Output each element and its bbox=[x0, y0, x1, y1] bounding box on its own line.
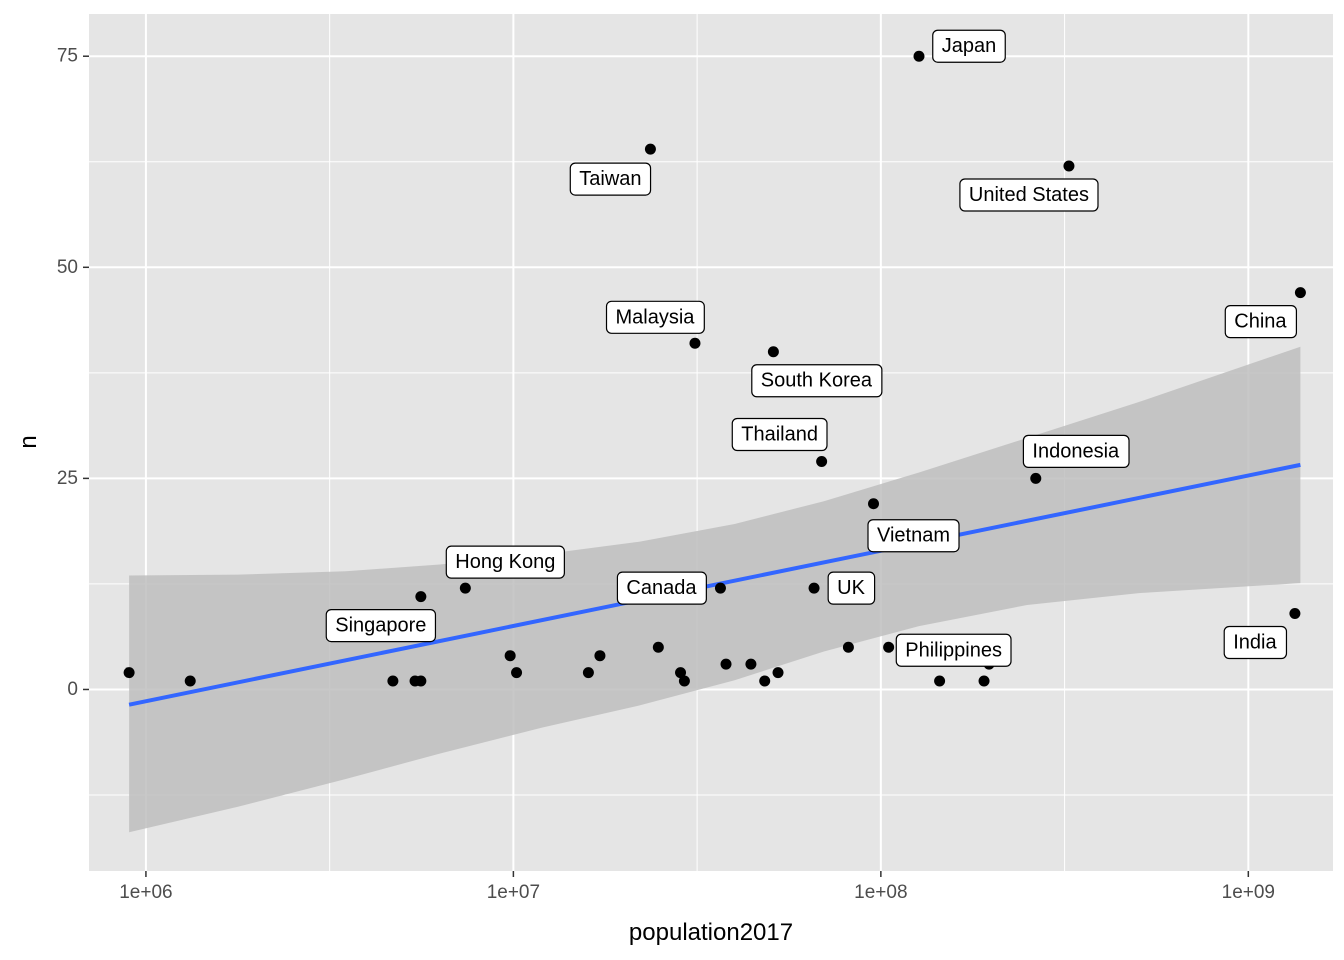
point-label-text: Vietnam bbox=[877, 525, 950, 547]
data-point bbox=[1063, 160, 1075, 172]
x-tick-label: 1e+07 bbox=[487, 882, 540, 903]
point-label-text: Japan bbox=[942, 35, 997, 57]
data-point bbox=[1030, 472, 1042, 484]
data-point bbox=[772, 667, 784, 679]
points-layer bbox=[123, 50, 1306, 687]
point-label-text: United States bbox=[969, 184, 1089, 206]
point-label-text: Taiwan bbox=[579, 168, 641, 190]
confidence-band-layer bbox=[129, 346, 1301, 833]
data-point bbox=[759, 675, 771, 687]
data-point bbox=[816, 455, 828, 467]
point-label-box bbox=[1223, 625, 1288, 660]
point-label-text: Indonesia bbox=[1032, 440, 1120, 462]
point-label-box bbox=[616, 571, 707, 605]
point-label: Hong Kong bbox=[445, 545, 565, 579]
y-axis-title: n bbox=[15, 435, 42, 448]
y-tick-label: 75 bbox=[57, 46, 78, 67]
confidence-band bbox=[129, 346, 1301, 833]
point-label-box bbox=[895, 633, 1012, 667]
data-point bbox=[1294, 287, 1306, 299]
point-label: China bbox=[1224, 305, 1298, 339]
data-point bbox=[123, 667, 135, 679]
point-label: Vietnam bbox=[867, 519, 960, 553]
data-point bbox=[582, 667, 594, 679]
point-label: UK bbox=[827, 571, 876, 605]
point-label-text: UK bbox=[837, 577, 865, 599]
data-point bbox=[652, 641, 664, 653]
data-point bbox=[978, 675, 990, 687]
point-label-text: India bbox=[1233, 631, 1277, 653]
data-point bbox=[511, 667, 523, 679]
point-label-box bbox=[959, 178, 1099, 212]
data-point bbox=[714, 582, 726, 594]
point-label-box bbox=[731, 417, 828, 452]
data-point bbox=[415, 675, 427, 687]
point-label-text: Thailand bbox=[741, 423, 818, 445]
data-point bbox=[644, 143, 656, 155]
data-point bbox=[868, 498, 880, 510]
x-tick-label: 1e+08 bbox=[854, 882, 907, 903]
data-point bbox=[184, 675, 196, 687]
data-point bbox=[808, 582, 820, 594]
data-point bbox=[387, 675, 399, 687]
point-label-text: Hong Kong bbox=[455, 551, 555, 573]
point-label: Thailand bbox=[731, 417, 828, 452]
data-point bbox=[720, 658, 732, 670]
data-point bbox=[415, 591, 427, 603]
point-label: Indonesia bbox=[1022, 434, 1130, 468]
point-label: Singapore bbox=[325, 608, 437, 643]
point-label-box bbox=[1022, 434, 1130, 468]
data-point bbox=[883, 641, 895, 653]
point-label-box bbox=[605, 300, 705, 334]
y-tick-label: 25 bbox=[57, 468, 78, 489]
point-label-box bbox=[932, 29, 1006, 63]
point-label: South Korea bbox=[751, 364, 883, 398]
data-point bbox=[675, 667, 687, 679]
point-label-box bbox=[325, 608, 437, 643]
data-point bbox=[594, 650, 606, 662]
x-tick-label: 1e+06 bbox=[119, 882, 172, 903]
data-point bbox=[842, 641, 854, 653]
data-point bbox=[767, 346, 779, 358]
point-label-text: China bbox=[1234, 311, 1287, 333]
point-label: United States bbox=[959, 178, 1099, 212]
point-label-box bbox=[445, 545, 565, 579]
point-label-box bbox=[867, 519, 960, 553]
point-label: Malaysia bbox=[605, 300, 705, 334]
x-axis-title: population2017 bbox=[629, 919, 793, 946]
point-label-box bbox=[827, 571, 876, 605]
y-tick-label: 50 bbox=[57, 257, 78, 278]
data-point bbox=[504, 650, 516, 662]
point-labels-layer: Singapore Hong Kong Taiwan Malaysia Canada So… bbox=[325, 29, 1298, 667]
point-label-box bbox=[1224, 305, 1298, 339]
data-point bbox=[459, 582, 471, 594]
axes-layer: 1e+06 1e+07 1e+08 1e+09 0 25 50 75 bbox=[57, 46, 1275, 903]
point-label-text: Philippines bbox=[905, 639, 1002, 661]
data-point bbox=[1289, 607, 1301, 619]
point-label-box bbox=[751, 364, 883, 398]
y-tick-label: 0 bbox=[67, 679, 78, 700]
data-point bbox=[689, 337, 701, 349]
x-tick-label: 1e+09 bbox=[1222, 882, 1275, 903]
point-label: Philippines bbox=[895, 633, 1012, 667]
point-label-text: Canada bbox=[626, 577, 697, 599]
data-point bbox=[745, 658, 757, 670]
point-label: India bbox=[1223, 625, 1288, 660]
point-label: Canada bbox=[616, 571, 707, 605]
point-label-text: Malaysia bbox=[616, 306, 696, 328]
point-label: Japan bbox=[932, 29, 1006, 63]
point-label-text: South Korea bbox=[761, 370, 873, 392]
data-point bbox=[678, 675, 690, 687]
data-point bbox=[913, 50, 925, 62]
regression-line bbox=[128, 462, 1301, 707]
point-label-text: Singapore bbox=[335, 615, 426, 637]
fit-line-layer bbox=[128, 462, 1301, 707]
point-label: Taiwan bbox=[569, 162, 652, 196]
point-label-box bbox=[569, 162, 652, 196]
data-point bbox=[934, 675, 946, 687]
